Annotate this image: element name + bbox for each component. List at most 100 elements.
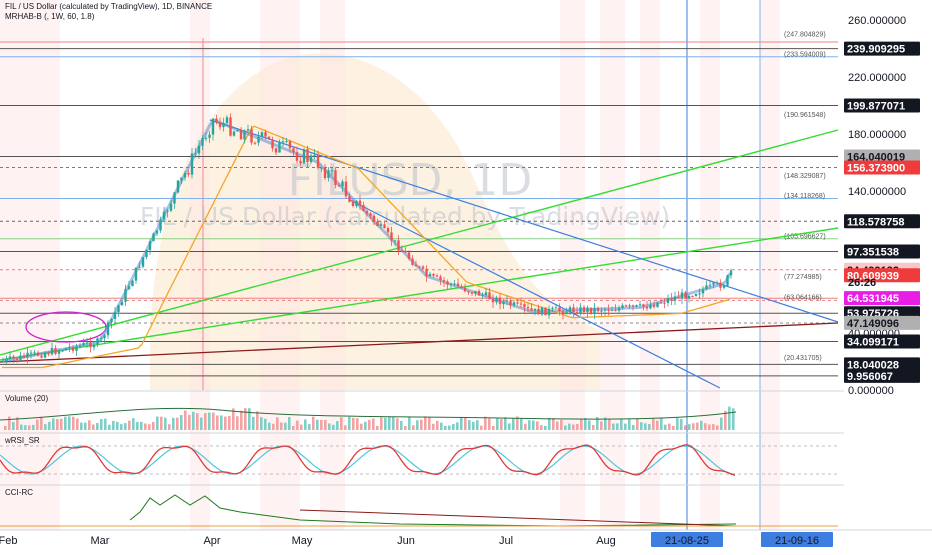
volume-bar (660, 417, 663, 430)
volume-bar (124, 423, 127, 430)
volume-bar (656, 420, 659, 430)
blue-channel-line (349, 199, 721, 389)
volume-bar (500, 419, 503, 430)
time-tick-label[interactable]: Aug (596, 535, 616, 547)
candle-body (19, 355, 22, 360)
candle-body (61, 350, 64, 352)
volume-bar (536, 421, 539, 430)
volume-bar (272, 423, 275, 430)
time-highlight[interactable] (651, 532, 723, 547)
candle-body (589, 307, 593, 314)
pane-title: Volume (20) (5, 394, 48, 403)
candle-body (64, 348, 68, 351)
candle-body (554, 307, 558, 309)
time-tick-label[interactable]: May (292, 535, 313, 547)
price-tick-label: 0.000000 (848, 385, 894, 397)
candle-body (621, 305, 624, 309)
candle-body (194, 153, 197, 155)
volume-bar (152, 421, 155, 430)
volume-bar (432, 423, 435, 430)
candle-body (225, 117, 229, 124)
candle-body (159, 219, 162, 231)
candle-body (208, 134, 211, 138)
candle-body (708, 284, 712, 286)
candle-body (670, 298, 673, 301)
volume-bar (700, 420, 703, 430)
volume-bar (84, 422, 87, 430)
candle-body (29, 352, 33, 354)
candle-body (99, 337, 103, 339)
price-tag (844, 41, 920, 56)
volume-bar (364, 421, 367, 430)
candle-body (89, 342, 92, 348)
volume-bar (420, 419, 423, 430)
candle-body (705, 285, 708, 290)
candle-body (649, 304, 652, 309)
candle-body (306, 149, 309, 163)
volume-bar (436, 420, 439, 430)
candle-body (397, 240, 400, 251)
candle-body (85, 342, 89, 344)
candle-body (544, 307, 547, 316)
price-tag (844, 291, 920, 306)
volume-bar (28, 425, 31, 430)
volume-bar (216, 415, 219, 430)
volume-bar (156, 416, 159, 430)
volume-bar (324, 419, 327, 430)
time-tick-label[interactable]: Jun (397, 535, 415, 547)
level-label: (77.274985) (784, 274, 822, 281)
time-tick-label[interactable]: Mar (91, 535, 110, 547)
time-highlight[interactable] (761, 532, 833, 547)
time-tick-label[interactable]: Jul (499, 535, 513, 547)
candle-body (288, 141, 292, 149)
candle-body (495, 297, 498, 303)
price-tick-label: 220.000000 (848, 72, 906, 84)
volume-bar (336, 421, 339, 430)
level-label: (148.329087) (784, 173, 826, 180)
price-tick-label: 140.000000 (848, 186, 906, 198)
time-tick-label[interactable]: Feb (0, 535, 17, 547)
price-tick-label: 180.000000 (848, 129, 906, 141)
volume-bar (160, 416, 163, 430)
volume-bar (476, 420, 479, 430)
candle-body (498, 297, 502, 305)
candle-body (267, 136, 271, 140)
candle-body (428, 273, 432, 277)
volume-bar (360, 423, 363, 430)
candle-body (663, 302, 666, 304)
volume-bar (140, 421, 143, 430)
candle-body (239, 130, 243, 140)
volume-bar (376, 425, 379, 430)
candle-body (568, 307, 572, 312)
volume-bar (504, 417, 507, 430)
candle-body (260, 132, 264, 137)
candle-body (134, 267, 138, 281)
price-tag (844, 244, 920, 259)
candle-body (491, 298, 495, 303)
candle-body (502, 301, 505, 305)
volume-bar (532, 420, 535, 430)
volume-bar (460, 416, 463, 430)
candle-body (425, 268, 428, 277)
candle-body (295, 152, 299, 161)
candle-body (463, 287, 467, 292)
time-tick-label[interactable]: Apr (203, 535, 220, 547)
candle-body (642, 304, 645, 307)
volume-bar (424, 416, 427, 430)
volume-bar (52, 418, 55, 430)
tint-band (560, 0, 585, 530)
volume-bar (220, 415, 223, 430)
candle-body (530, 308, 533, 311)
volume-bar (172, 417, 175, 430)
candle-body (547, 308, 551, 316)
volume-bar (20, 424, 23, 430)
price-tag-label: 9.956067 (847, 371, 893, 383)
tint-band (640, 0, 660, 530)
candle-body (152, 233, 155, 242)
volume-bar (176, 417, 179, 430)
volume-bar (584, 417, 587, 430)
volume-bar (276, 417, 279, 430)
candle-body (694, 294, 698, 296)
